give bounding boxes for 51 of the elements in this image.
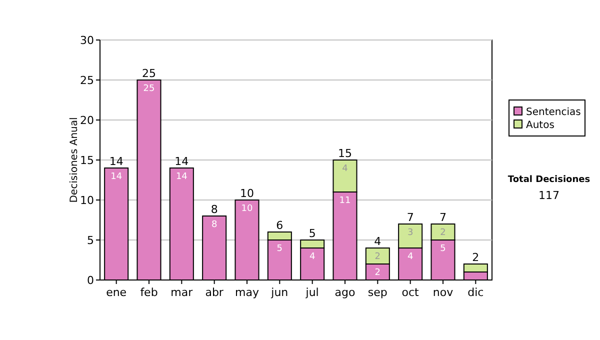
x-tick-label: nov (432, 286, 454, 299)
data-label: 25 (143, 84, 155, 94)
total-label: 7 (406, 211, 414, 224)
x-tick-label: ago (334, 286, 356, 299)
x-tick-label: dic (468, 286, 484, 299)
total-label: 8 (210, 203, 218, 216)
total-label: 15 (338, 147, 352, 160)
y-tick-label: 25 (80, 74, 94, 87)
legend-label: Sentencias (526, 107, 581, 118)
y-tick-label: 30 (80, 34, 94, 47)
data-label: 4 (407, 252, 414, 262)
data-label: 8 (211, 220, 218, 230)
x-tick-label: oct (402, 286, 420, 299)
y-tick-label: 10 (80, 194, 94, 207)
data-label: 2 (374, 268, 381, 278)
legend-label: Autos (526, 120, 554, 131)
text: 117 (538, 189, 560, 202)
y-axis-title: Decisiones Anual (69, 117, 80, 203)
y-tick-label: 5 (87, 234, 94, 247)
data-label: 11 (339, 196, 351, 206)
data-label: 14 (110, 172, 122, 182)
data-label: 2 (440, 228, 446, 238)
data-label: 3 (407, 228, 414, 238)
x-tick-label: may (235, 286, 260, 299)
data-label: 4 (342, 164, 348, 174)
y-tick-label: 15 (80, 154, 94, 167)
total-label: 7 (440, 211, 446, 224)
total-label: 6 (276, 219, 284, 232)
y-tick-label: 0 (87, 274, 94, 287)
total-label: 4 (374, 235, 382, 248)
total-label: 2 (472, 251, 480, 264)
x-tick-label: sep (368, 286, 388, 299)
x-tick-label: feb (140, 286, 158, 299)
x-tick-label: abr (205, 286, 224, 299)
data-label: 4 (309, 252, 316, 262)
y-tick-label: 20 (80, 114, 94, 127)
text: Total Decisiones (508, 175, 590, 185)
data-label: 2 (374, 252, 381, 262)
data-label: 14 (176, 172, 188, 182)
total-label: 14 (174, 155, 189, 168)
x-tick-label: jul (304, 286, 319, 299)
total-label: 14 (109, 155, 124, 168)
x-tick-label: ene (106, 286, 127, 299)
total-label: 10 (240, 187, 254, 200)
data-label: 10 (241, 204, 253, 214)
total-label: 5 (308, 227, 316, 240)
x-tick-label: jun (270, 286, 288, 299)
x-tick-label: mar (170, 286, 194, 299)
data-label: 5 (276, 244, 283, 254)
total-label: 25 (142, 67, 156, 80)
data-label: 5 (440, 244, 446, 254)
